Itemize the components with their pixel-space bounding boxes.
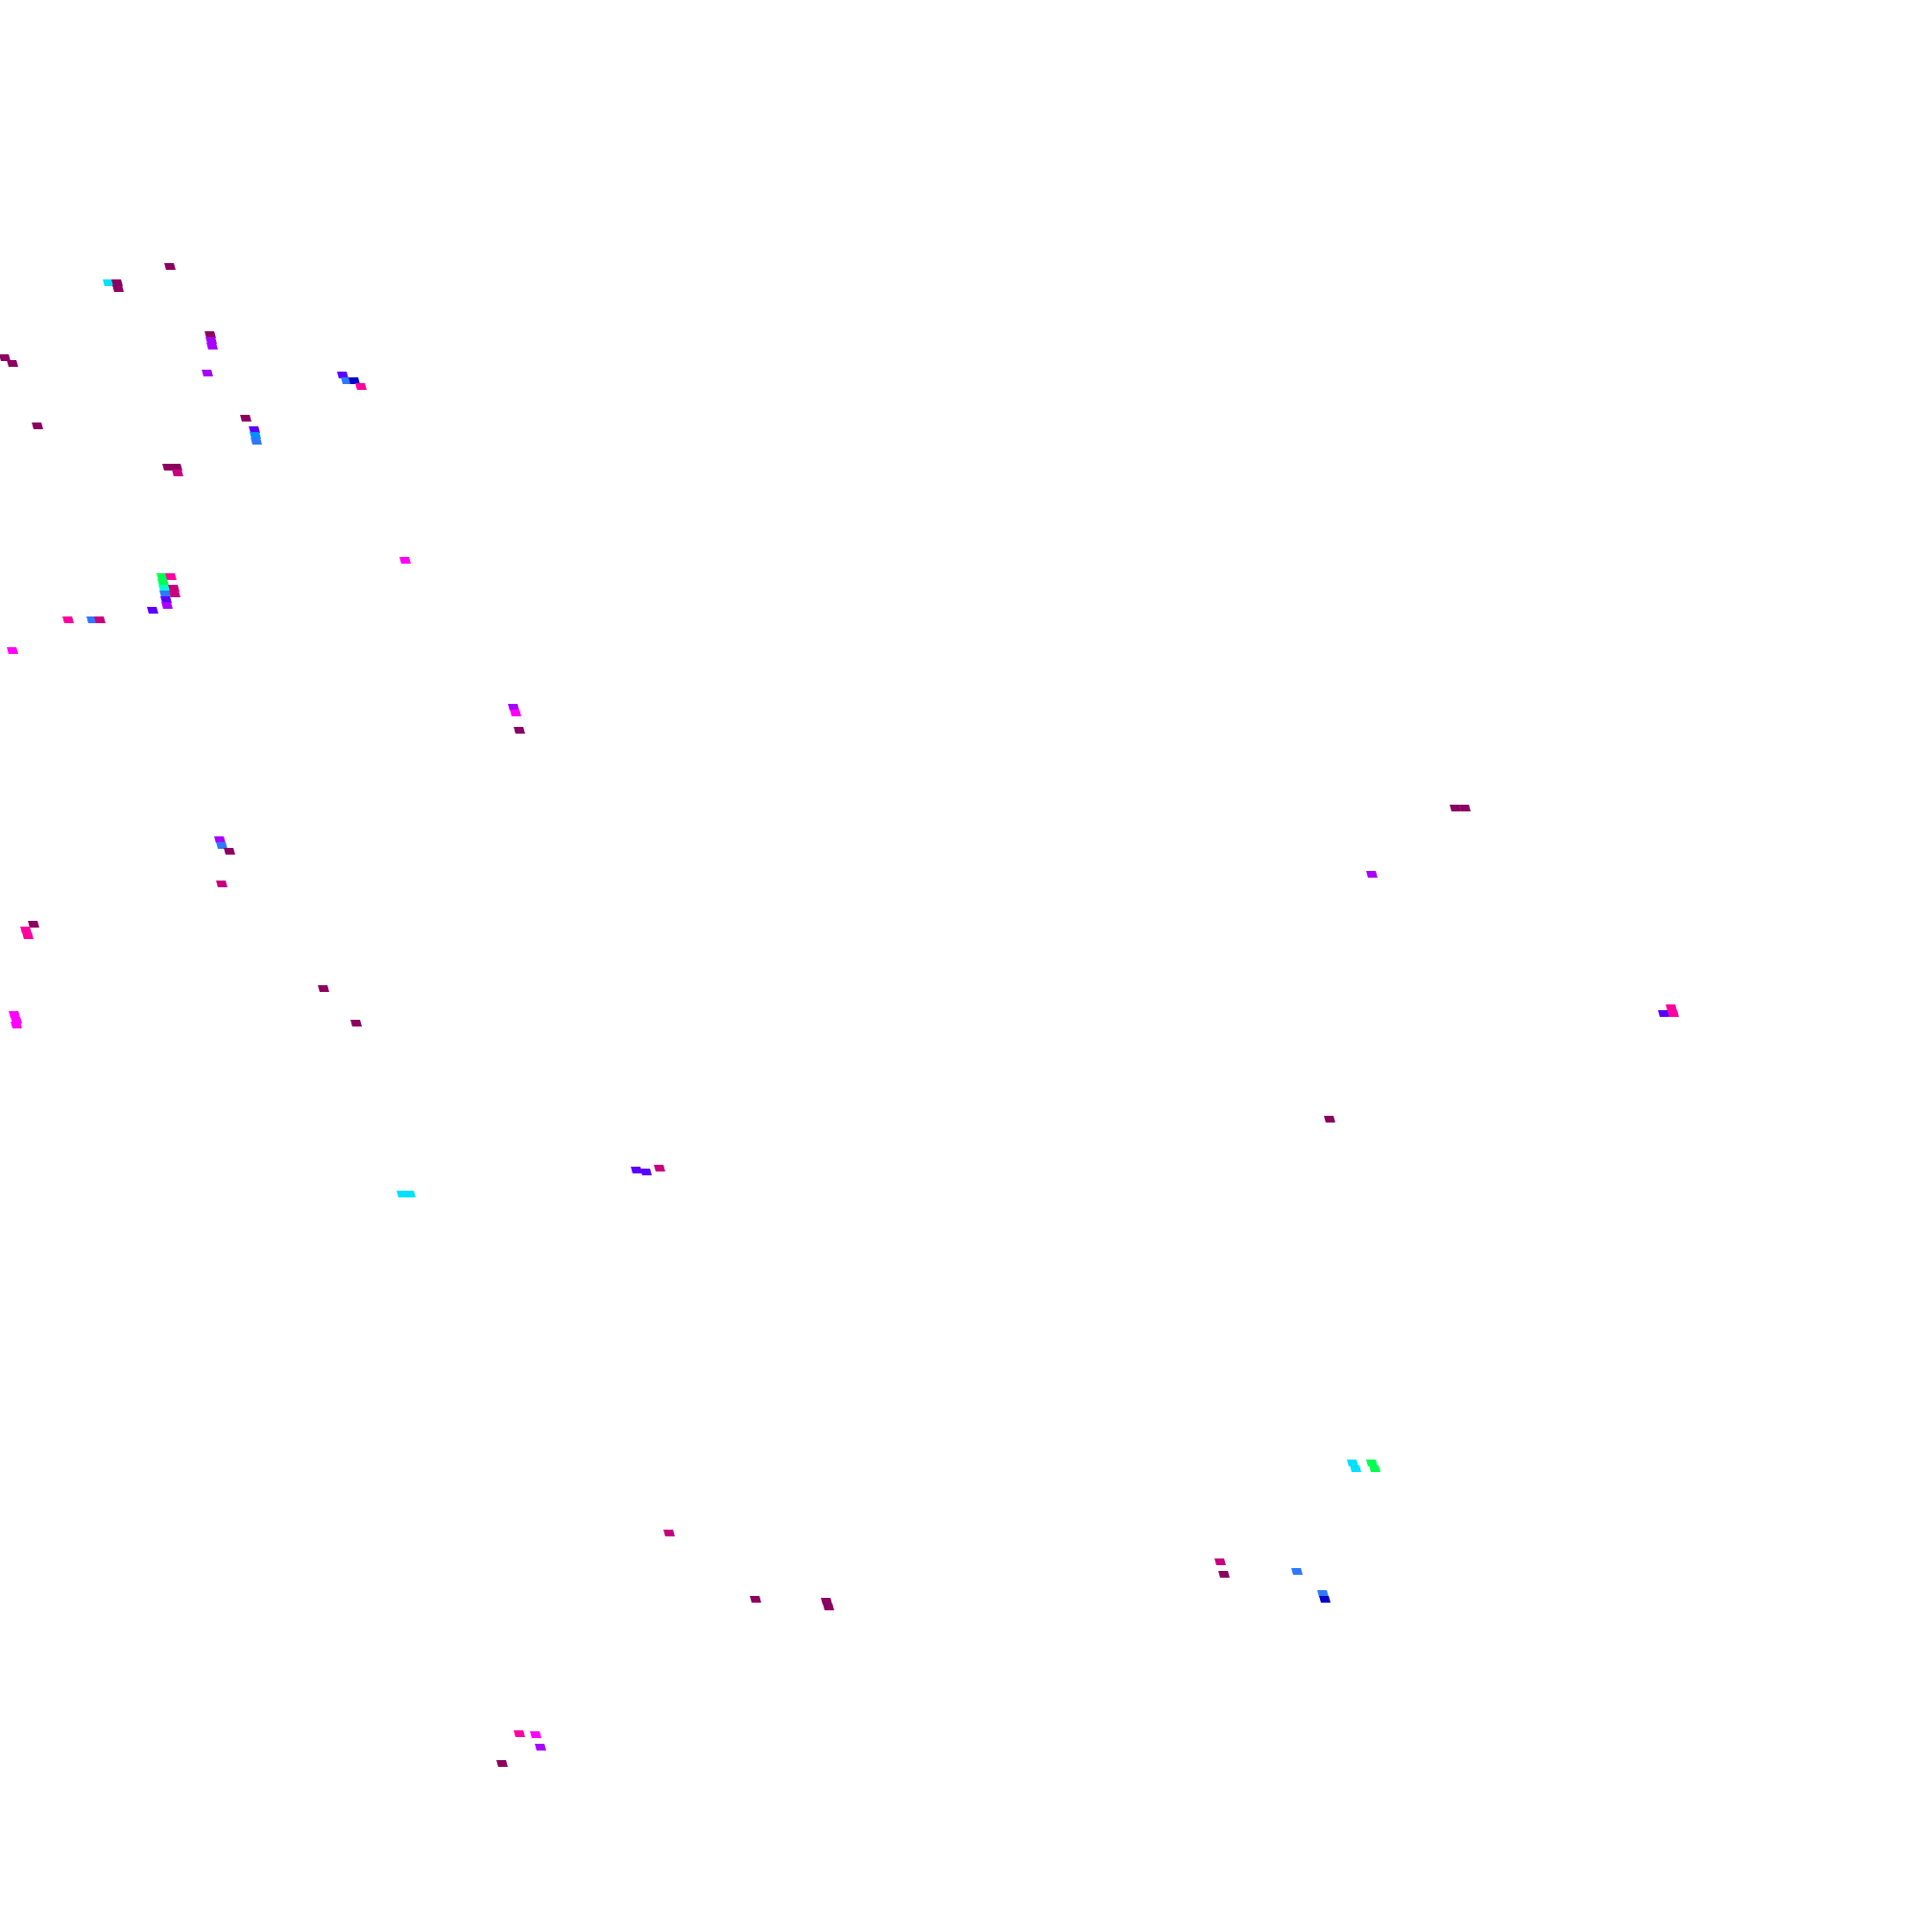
color-mark-maroon	[750, 1596, 761, 1603]
color-mark-crimson	[663, 1530, 675, 1536]
color-mark-maroon	[318, 985, 329, 992]
color-mark-crimson	[172, 470, 183, 476]
color-mark-magenta	[11, 1022, 22, 1028]
color-mark-pink	[1668, 1010, 1679, 1017]
color-mark-navy	[1319, 1596, 1331, 1603]
color-mark-pink	[355, 383, 367, 390]
color-mark-pink	[514, 1730, 525, 1737]
color-mark-maroon	[7, 360, 18, 367]
color-mark-maroon	[112, 285, 124, 292]
color-mark-cyan	[1350, 1465, 1361, 1472]
color-mark-maroon	[1459, 805, 1471, 811]
color-mark-crimson	[169, 591, 180, 597]
color-mark-maroon	[1324, 1116, 1335, 1123]
color-mark-violet	[206, 343, 218, 350]
color-mark-crimson	[216, 881, 228, 887]
color-mark-violet	[202, 370, 213, 376]
color-mark-maroon	[240, 415, 252, 422]
color-mark-maroon	[32, 423, 43, 429]
color-mark-violet	[1366, 871, 1378, 878]
color-mark-maroon	[1218, 1571, 1230, 1578]
color-mark-pink	[62, 616, 74, 623]
color-mark-crimson	[654, 1165, 665, 1171]
color-mark-maroon	[823, 1604, 834, 1610]
color-mark-magenta	[7, 647, 18, 654]
color-mark-maroon	[164, 263, 176, 270]
color-mark-magenta	[510, 710, 521, 716]
color-mark-blue	[1291, 1568, 1303, 1575]
color-mark-crimson	[1214, 1558, 1226, 1565]
color-mark-indigo	[147, 607, 158, 614]
color-mark-maroon	[224, 848, 235, 855]
color-mark-maroon	[350, 1020, 362, 1026]
color-mark-magenta	[399, 557, 411, 564]
color-mark-indigo	[640, 1169, 652, 1175]
color-mark-violet	[535, 1744, 546, 1751]
color-mark-green	[1369, 1465, 1380, 1472]
color-mark-blue	[251, 438, 262, 445]
color-mark-magenta	[530, 1731, 541, 1738]
color-mark-maroon	[514, 727, 525, 734]
color-mark-maroon	[496, 1760, 508, 1767]
color-mark-crimson	[94, 616, 106, 623]
color-mark-cyan	[404, 1191, 416, 1197]
color-mark-violet	[161, 602, 173, 609]
color-mark-pink	[22, 932, 34, 939]
